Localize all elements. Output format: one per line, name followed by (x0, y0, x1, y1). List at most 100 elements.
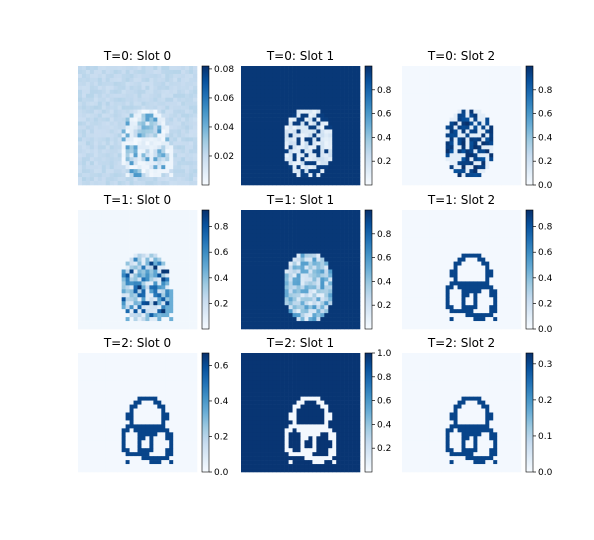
heatmap-cell (308, 97, 313, 102)
heatmap-cell (308, 161, 313, 166)
heatmap-cell (101, 121, 107, 126)
heatmap-cell (145, 210, 150, 215)
heatmap-cell (173, 309, 178, 314)
heatmap-cell (264, 69, 270, 75)
heatmap-cell (169, 141, 174, 146)
heatmap-cell (489, 149, 494, 154)
heatmap-cell (489, 225, 494, 231)
heatmap-cell (121, 289, 126, 294)
heatmap-cell (284, 113, 289, 118)
heatmap-cell (173, 281, 178, 286)
heatmap-cell (276, 85, 281, 91)
heatmap-cell (244, 169, 250, 174)
heatmap-cell (248, 253, 254, 258)
heatmap-cell (348, 301, 353, 306)
heatmap-cell (324, 245, 329, 250)
heatmap-cell (109, 73, 114, 79)
heatmap-cell (437, 113, 442, 118)
heatmap-cell (280, 309, 285, 314)
heatmap-cell (517, 109, 522, 114)
heatmap-cell (189, 229, 194, 235)
heatmap-cell (141, 93, 146, 99)
heatmap-cell (417, 241, 423, 246)
heatmap-cell (433, 133, 438, 138)
heatmap-cell (284, 313, 289, 318)
heatmap-cell (153, 105, 158, 110)
heatmap-cell (356, 265, 361, 270)
heatmap-cell (473, 66, 478, 71)
heatmap-cell (244, 313, 250, 318)
heatmap-cell (173, 121, 178, 126)
heatmap-cell (145, 257, 150, 262)
heatmap-cell (308, 321, 313, 326)
heatmap-cell (113, 229, 118, 235)
heatmap-cell (101, 181, 107, 186)
heatmap-cell (429, 81, 435, 87)
heatmap-cell (193, 137, 198, 142)
heatmap-cell (340, 101, 345, 106)
heatmap-cell (153, 309, 158, 314)
heatmap-cell (332, 121, 337, 126)
heatmap-cell (89, 237, 95, 243)
heatmap-cell (316, 273, 321, 278)
heatmap-cell (356, 297, 361, 302)
heatmap-cell (304, 213, 309, 219)
heatmap-cell (356, 73, 361, 79)
heatmap-cell (272, 265, 277, 270)
heatmap-cell (189, 261, 194, 266)
heatmap-cell (473, 85, 478, 91)
heatmap-cell (121, 101, 126, 106)
heatmap-cell (78, 225, 83, 231)
heatmap-cell (328, 313, 333, 318)
heatmap-cell (280, 77, 285, 83)
heatmap-cell (177, 165, 182, 170)
heatmap-cell (109, 101, 114, 106)
heatmap-cell (121, 133, 126, 138)
heatmap-cell (101, 237, 107, 243)
heatmap-cell (348, 181, 353, 186)
heatmap-cell (348, 173, 353, 178)
heatmap-cell (497, 249, 502, 254)
heatmap-cell (181, 297, 186, 302)
heatmap-cell (348, 165, 353, 170)
heatmap-cell (280, 69, 285, 75)
heatmap-cell (81, 173, 87, 178)
heatmap-cell (252, 133, 258, 138)
heatmap-cell (272, 129, 277, 134)
heatmap-cell (101, 85, 107, 91)
heatmap-cell (316, 105, 321, 110)
heatmap-cell (304, 217, 309, 223)
heatmap-cell (97, 157, 103, 162)
heatmap-cell (141, 210, 146, 215)
heatmap-cell (425, 249, 431, 254)
heatmap-cell (481, 169, 486, 174)
heatmap-cell (109, 289, 114, 294)
heatmap-cell (336, 253, 341, 258)
heatmap-cell (292, 285, 297, 290)
heatmap-cell (453, 210, 458, 215)
heatmap-cell (97, 97, 103, 102)
heatmap-cell (429, 129, 435, 134)
heatmap-cell (105, 157, 111, 162)
heatmap-cell (133, 265, 138, 270)
heatmap-cell (493, 253, 498, 258)
heatmap-cell (113, 321, 118, 326)
heatmap-cell (505, 101, 510, 106)
heatmap-cell (288, 265, 293, 270)
heatmap-cell (137, 85, 142, 91)
heatmap-cell (308, 109, 313, 114)
heatmap-cell (260, 237, 266, 243)
heatmap-cell (481, 97, 486, 102)
heatmap-cell (300, 245, 305, 250)
heatmap-cell (241, 81, 246, 87)
heatmap-cell (461, 89, 466, 95)
heatmap-cell (465, 117, 470, 122)
heatmap-cell (284, 301, 289, 306)
heatmap-cell (141, 285, 146, 290)
heatmap-cell (425, 221, 431, 227)
heatmap-cell (129, 145, 134, 150)
heatmap-cell (509, 213, 514, 219)
heatmap-cell (256, 253, 262, 258)
heatmap-cell (320, 277, 325, 282)
heatmap-cell (149, 269, 154, 274)
